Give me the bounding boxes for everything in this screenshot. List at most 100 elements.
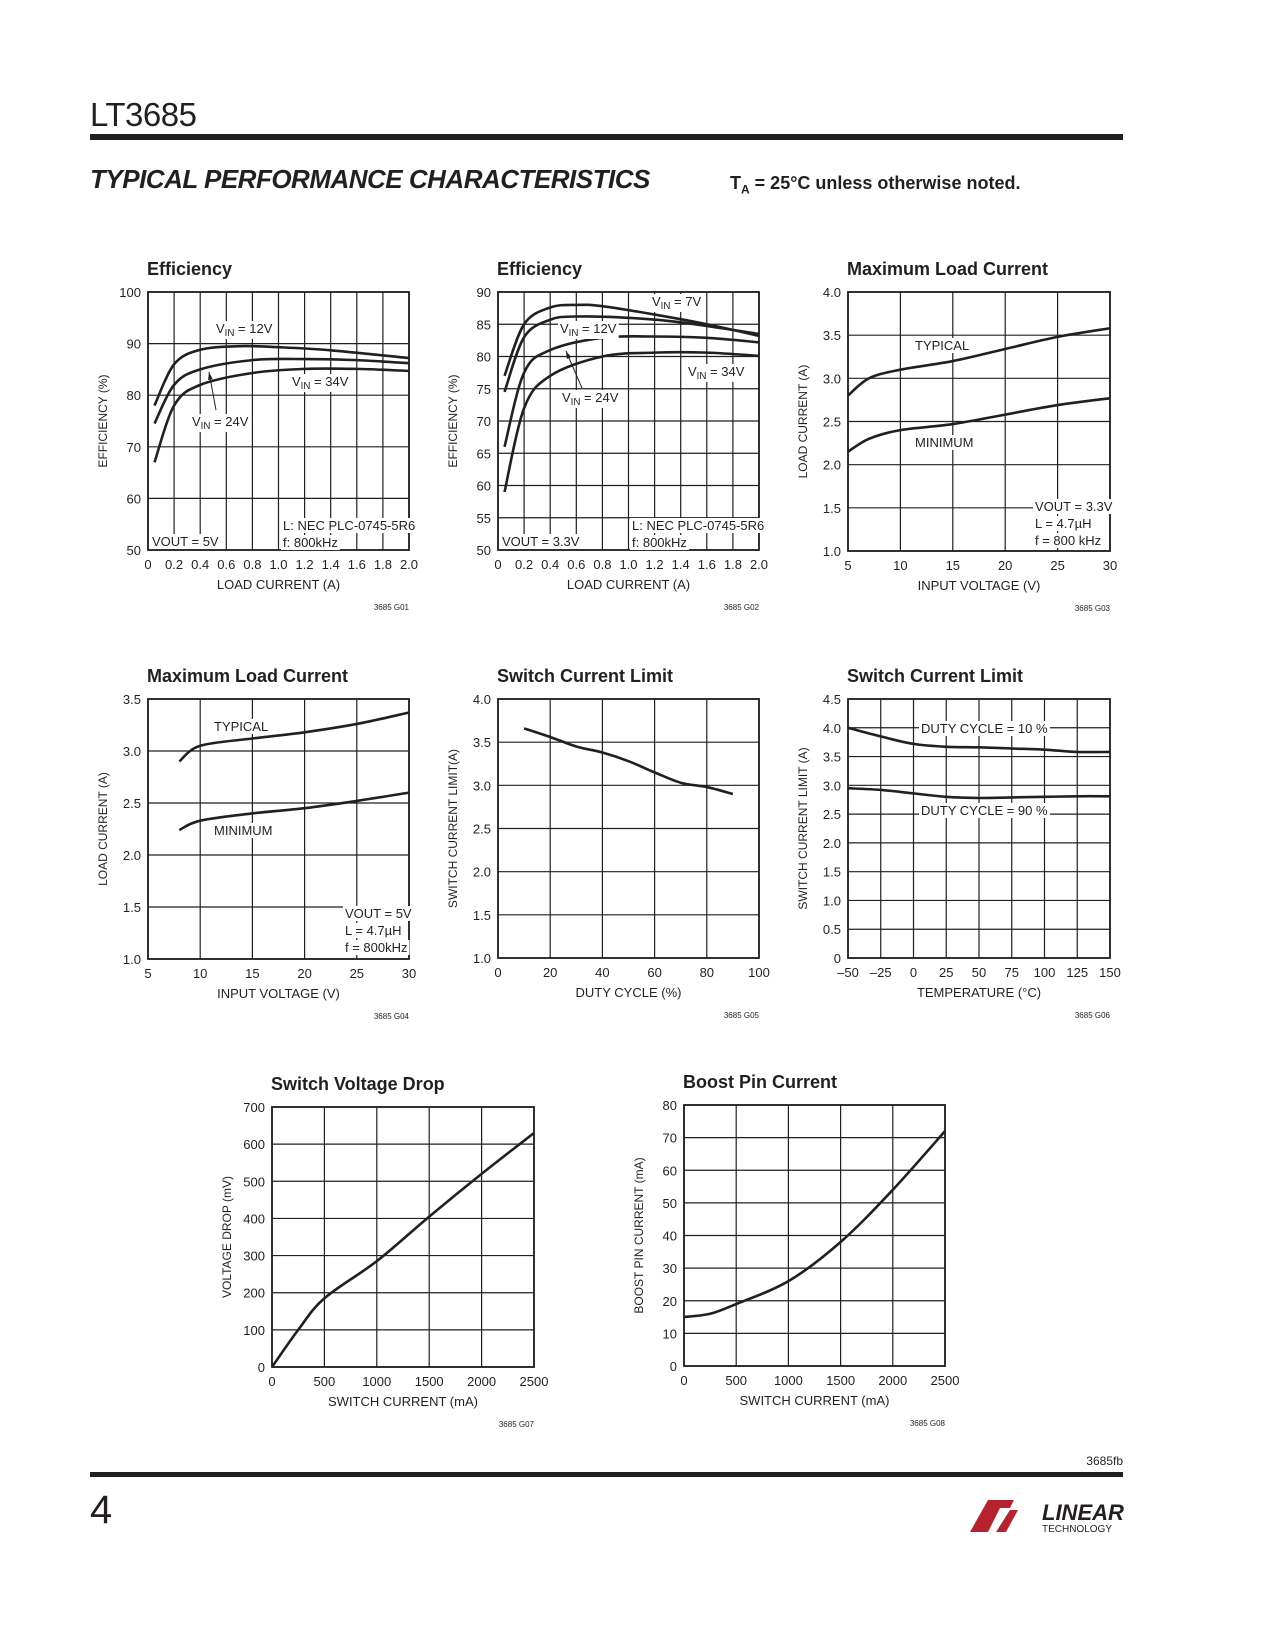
x-tick-label: 5 — [144, 966, 151, 981]
x-tick-label: 5 — [844, 558, 851, 573]
series-label: MINIMUM — [214, 823, 273, 838]
chart-title: Switch Current Limit — [497, 666, 673, 686]
chart-5: Switch Current Limit 0 20 40 60 80 100 1.0 1.5 2.… — [446, 666, 770, 1020]
series-line — [153, 357, 410, 425]
x-tick-label: 25 — [939, 965, 953, 980]
y-tick-label: 1.5 — [473, 908, 491, 923]
y-tick-label: 100 — [243, 1323, 265, 1338]
x-tick-label: 2000 — [467, 1374, 496, 1389]
x-tick-label: 100 — [748, 965, 770, 980]
x-axis-label: TEMPERATURE (°C) — [917, 985, 1041, 1000]
x-tick-label: 0 — [680, 1373, 687, 1388]
annotation-background — [630, 518, 767, 533]
series-label: DUTY CYCLE = 90 % — [921, 803, 1048, 818]
chart-1: Efficiency 0 0.2 0.4 0.6 0.8 1.0 1.2 1.4 1.6 1.8 2.… — [96, 259, 418, 612]
y-tick-label: 1.0 — [823, 544, 841, 559]
x-tick-label: 0.8 — [243, 557, 261, 572]
series-label-background — [214, 321, 275, 339]
plot-frame — [147, 291, 410, 551]
y-axis-label: EFFICIENCY (%) — [96, 374, 110, 467]
series-label: DUTY CYCLE = 10 % — [921, 721, 1048, 736]
y-tick-label: 3.5 — [123, 692, 141, 707]
y-tick-label: 2.5 — [823, 415, 841, 430]
series-label-background — [290, 374, 351, 392]
series-line — [153, 344, 410, 407]
y-tick-label: 2.5 — [473, 822, 491, 837]
test-condition: TA = 25°C unless otherwise noted. — [730, 173, 1020, 197]
page-number: 4 — [90, 1488, 113, 1532]
annotation-background — [343, 923, 404, 938]
series-line — [153, 367, 410, 463]
annotation-background — [1033, 533, 1104, 548]
x-tick-label: 125 — [1066, 965, 1088, 980]
series-label: VIN = 34V — [688, 364, 745, 382]
x-tick-label: 0.6 — [567, 557, 585, 572]
y-tick-label: 0 — [834, 951, 841, 966]
series-label-background — [913, 435, 976, 450]
x-tick-label: 0.6 — [217, 557, 235, 572]
y-axis-label: LOAD CURRENT (A) — [796, 365, 810, 479]
header-rule — [90, 134, 1123, 140]
series-label: TYPICAL — [915, 338, 969, 353]
x-tick-label: 30 — [1103, 558, 1117, 573]
x-tick-label: 20 — [998, 558, 1012, 573]
arrowhead-icon — [566, 351, 572, 359]
figure-code: 3685 G04 — [374, 1012, 410, 1021]
annotation: L = 4.7µH — [345, 923, 402, 938]
series-label: VIN = 7V — [652, 294, 701, 312]
annotation-background — [281, 535, 340, 550]
y-tick-label: 3.0 — [823, 371, 841, 386]
logo-subtext: TECHNOLOGY — [1042, 1524, 1112, 1535]
series-label-background — [558, 321, 619, 339]
y-tick-label: 80 — [663, 1098, 677, 1113]
x-tick-label: 1500 — [415, 1374, 444, 1389]
y-tick-label: 4.5 — [823, 692, 841, 707]
y-tick-label: 1.5 — [823, 865, 841, 880]
annotation-background — [281, 518, 418, 533]
y-tick-label: 2.0 — [123, 848, 141, 863]
y-tick-label: 600 — [243, 1137, 265, 1152]
y-axis-label: VOLTAGE DROP (mV) — [220, 1176, 234, 1298]
y-tick-label: 0.5 — [823, 922, 841, 937]
figure-code: 3685 G02 — [724, 603, 760, 612]
series-line — [178, 791, 410, 832]
x-tick-label: 0 — [494, 557, 501, 572]
series-line — [847, 396, 1111, 453]
series-label-background — [913, 338, 972, 353]
y-tick-label: 70 — [663, 1131, 677, 1146]
x-tick-label: 25 — [1050, 558, 1064, 573]
y-axis-label: BOOST PIN CURRENT (mA) — [632, 1157, 646, 1313]
x-tick-label: 15 — [245, 966, 259, 981]
chart-6: Switch Current Limit –50 –25 0 25 50 75 100 125 1… — [796, 666, 1121, 1020]
section-title: TYPICAL PERFORMANCE CHARACTERISTICS — [90, 164, 650, 194]
chart-title: Boost Pin Current — [683, 1072, 837, 1092]
y-tick-label: 1.5 — [823, 501, 841, 516]
x-tick-label: 2.0 — [750, 557, 768, 572]
plot-frame — [271, 1106, 535, 1368]
series-line — [847, 726, 1111, 754]
y-tick-label: 90 — [127, 337, 141, 352]
x-tick-label: 0.2 — [515, 557, 533, 572]
series-line — [683, 1130, 946, 1319]
chart-2: Efficiency 0 0.2 0.4 0.6 0.8 1.0 1.2 1.4 1.6 1.8 2.… — [446, 259, 768, 612]
arrowhead-icon — [208, 372, 213, 380]
series-label-background — [212, 719, 271, 734]
x-tick-label: 80 — [700, 965, 714, 980]
plot-frame — [847, 698, 1111, 959]
chart-8: Boost Pin Current 0 500 1000 1500 2000 2500 0 10… — [632, 1072, 959, 1428]
chart-title: Maximum Load Current — [847, 259, 1048, 279]
x-tick-label: 0 — [910, 965, 917, 980]
y-tick-label: 65 — [477, 446, 491, 461]
annotation: VOUT = 3.3V — [502, 534, 580, 549]
plot-frame — [497, 291, 760, 551]
series-label-background — [560, 390, 621, 408]
x-tick-label: 1.6 — [348, 557, 366, 572]
series-label: VIN = 24V — [562, 390, 619, 408]
x-tick-label: 0.4 — [191, 557, 209, 572]
y-tick-label: 3.5 — [823, 750, 841, 765]
annotation: f: 800kHz — [283, 535, 338, 550]
y-tick-label: 0 — [670, 1359, 677, 1374]
x-tick-label: 1.4 — [672, 557, 690, 572]
y-tick-label: 2.0 — [823, 836, 841, 851]
